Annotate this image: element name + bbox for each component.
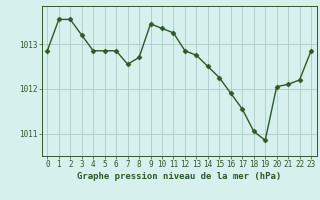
X-axis label: Graphe pression niveau de la mer (hPa): Graphe pression niveau de la mer (hPa) — [77, 172, 281, 181]
